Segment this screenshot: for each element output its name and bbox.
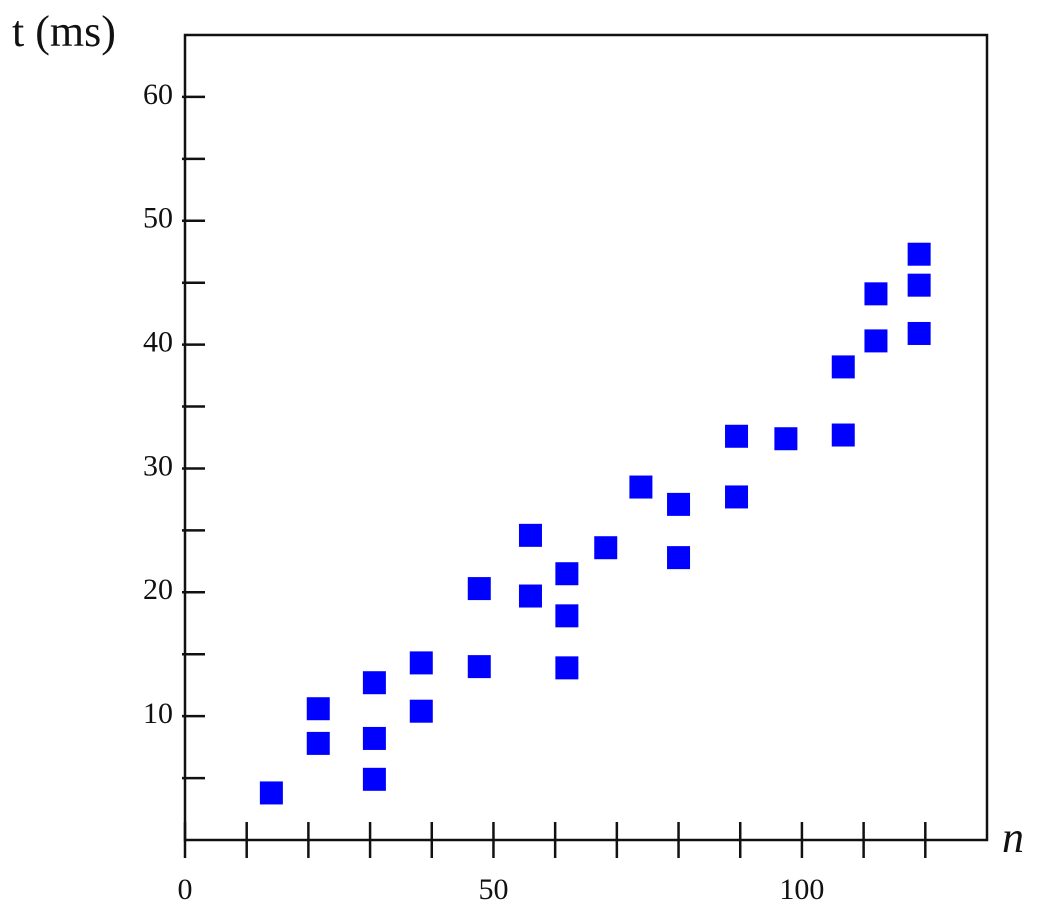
point: [362, 767, 386, 791]
point: [667, 492, 691, 516]
point: [555, 656, 579, 680]
point: [306, 697, 330, 721]
point: [362, 671, 386, 695]
y-tick-label: 30: [143, 449, 173, 482]
point: [467, 577, 491, 601]
point: [555, 604, 579, 628]
x-axis-label: n: [1002, 813, 1024, 862]
point: [725, 424, 749, 448]
point: [518, 584, 542, 608]
point: [907, 321, 931, 345]
y-tick-label: 40: [143, 326, 173, 359]
point: [864, 329, 888, 353]
point: [362, 726, 386, 750]
y-axis-label: t (ms): [12, 7, 116, 56]
y-tick-label: 50: [143, 202, 173, 235]
x-tick-label: 50: [478, 873, 508, 906]
point: [667, 546, 691, 570]
point: [409, 699, 433, 723]
y-tick-label: 60: [143, 78, 173, 111]
point: [629, 475, 653, 499]
point: [555, 562, 579, 586]
point: [306, 731, 330, 755]
x-tick-label: 0: [178, 873, 193, 906]
point: [594, 536, 618, 560]
point: [259, 781, 283, 805]
y-tick-label: 10: [143, 697, 173, 730]
point: [907, 242, 931, 266]
point: [831, 423, 855, 447]
y-tick-label: 20: [143, 573, 173, 606]
point: [725, 485, 749, 509]
point: [831, 355, 855, 379]
point: [864, 282, 888, 306]
point: [774, 427, 798, 451]
plot-frame: [183, 33, 989, 842]
point: [409, 651, 433, 675]
point: [907, 273, 931, 297]
x-tick-label: 100: [779, 873, 824, 906]
point: [467, 655, 491, 679]
point: [518, 523, 542, 547]
